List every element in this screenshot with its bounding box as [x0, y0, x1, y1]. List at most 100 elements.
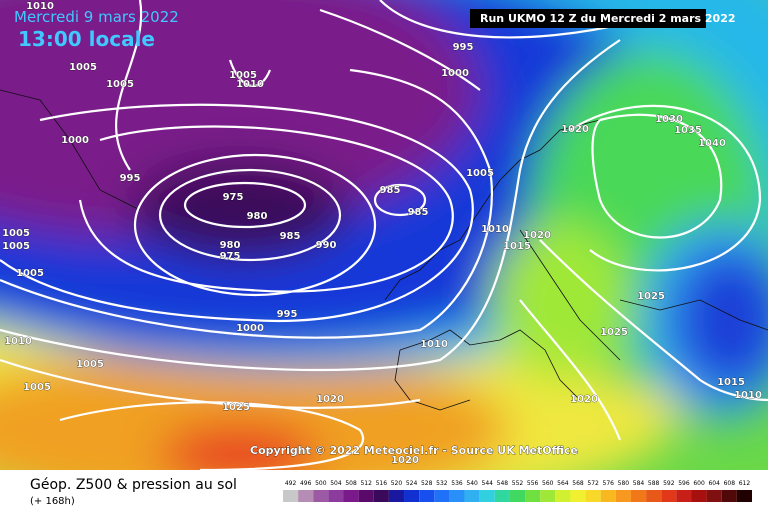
colorbar-label: 552 — [512, 480, 524, 487]
colorbar-swatch — [676, 490, 692, 502]
isobar-label: 1005 — [23, 382, 51, 393]
colorbar-label: 544 — [482, 480, 494, 487]
isobar-label: 1005 — [229, 70, 257, 81]
colorbar-swatch — [434, 490, 450, 502]
isobar-labels: 1010995100010051005100510101000995975980… — [2, 1, 762, 467]
isobar-label: 975 — [220, 251, 241, 262]
isobar-label: 1010 — [236, 79, 264, 90]
colorbar-swatch — [540, 490, 556, 502]
colorbar-swatch — [313, 490, 329, 502]
colorbar-swatch — [449, 490, 465, 502]
colorbar-label: 496 — [300, 480, 312, 487]
isobar-label: 1020 — [523, 230, 551, 241]
isobar-label: 980 — [247, 211, 268, 222]
colorbar-label: 588 — [648, 480, 660, 487]
colorbar-swatch — [343, 490, 359, 502]
run-info: Run UKMO 12 Z du Mercredi 2 mars 2022 — [480, 12, 736, 25]
isobar-label: 995 — [120, 173, 141, 184]
colorbar-label: 540 — [466, 480, 478, 487]
forecast-date: Mercredi 9 mars 2022 — [14, 8, 179, 26]
colorbar-label: 512 — [360, 480, 372, 487]
colorbar-swatch — [661, 490, 677, 502]
colorbar-label: 524 — [406, 480, 418, 487]
colorbar-swatch — [646, 490, 662, 502]
isobar-label: 1020 — [570, 394, 598, 405]
isobar-label: 995 — [277, 309, 298, 320]
colorbar-swatch — [509, 490, 526, 502]
colorbar-swatch — [600, 490, 616, 502]
colorbar-label: 556 — [527, 480, 539, 487]
colorbar-swatch — [706, 490, 722, 502]
colorbar-label: 528 — [421, 480, 433, 487]
colorbar-label: 568 — [572, 480, 584, 487]
isobar-label: 1000 — [61, 135, 89, 146]
isobar-label: 1005 — [2, 241, 30, 252]
colorbar-swatch — [358, 490, 374, 502]
colorbar-label: 604 — [708, 480, 720, 487]
copyright: Copyright © 2022 Meteociel.fr - Source U… — [250, 444, 578, 457]
isobar-label: 980 — [220, 240, 241, 251]
colorbar-label: 504 — [330, 480, 342, 487]
isobar-label: 1005 — [2, 228, 30, 239]
colorbar-swatch — [388, 490, 405, 502]
isobar-label: 1010 — [4, 336, 32, 347]
isobar-label: 1040 — [698, 138, 726, 149]
colorbar-swatch — [464, 490, 480, 502]
colorbar-label: 612 — [739, 480, 751, 487]
isobar-label: 1020 — [316, 394, 344, 405]
colorbar-label: 592 — [663, 480, 675, 487]
colorbar-label: 516 — [376, 480, 388, 487]
colorbar-swatch — [328, 490, 344, 502]
colorbar-label: 580 — [618, 480, 630, 487]
colorbar-label: 576 — [603, 480, 615, 487]
colorbar-label: 584 — [633, 480, 645, 487]
colorbar-label: 564 — [557, 480, 569, 487]
colorbar-swatch — [404, 490, 420, 502]
isobar-label: 1000 — [441, 68, 469, 79]
colorbar-swatch — [494, 490, 510, 502]
isobar-label: 1035 — [674, 125, 702, 136]
colorbar-label: 536 — [451, 480, 463, 487]
isobar-label: 985 — [408, 207, 429, 218]
isobar-label: 1010 — [26, 1, 54, 12]
colorbar-label: 596 — [678, 480, 690, 487]
colorbar-label: 560 — [542, 480, 554, 487]
colorbar-swatch — [298, 490, 314, 502]
colorbar-swatch — [283, 490, 299, 502]
isobar-label: 1025 — [637, 291, 665, 302]
colorbar-swatch — [373, 490, 389, 502]
colorbar-label: 532 — [436, 480, 448, 487]
isobar-label: 1000 — [236, 323, 264, 334]
isobar-label: 990 — [316, 240, 337, 251]
run-box — [470, 9, 706, 28]
colorbar-swatch — [615, 490, 631, 502]
footer-title: Géop. Z500 & pression au sol — [30, 477, 237, 493]
forecast-time: 13:00 locale — [18, 27, 155, 51]
colorbar-label: 548 — [497, 480, 509, 487]
isobar-label: 1005 — [69, 62, 97, 73]
colorbar-label: 520 — [391, 480, 403, 487]
isobar-label: 975 — [223, 192, 244, 203]
colorbar-label: 608 — [724, 480, 736, 487]
isobar-label: 1005 — [106, 79, 134, 90]
isobar-label: 1005 — [466, 168, 494, 179]
footer-subtitle: (+ 168h) — [30, 496, 75, 507]
isobar-label: 995 — [453, 42, 474, 53]
isobar-label: 1025 — [600, 327, 628, 338]
isobar-label: 1020 — [561, 124, 589, 135]
isobar-label: 1005 — [16, 268, 44, 279]
isobar-label: 985 — [380, 185, 401, 196]
colorbar-label: 500 — [315, 480, 327, 487]
colorbar-label: 572 — [587, 480, 599, 487]
colorbar-label: 492 — [285, 480, 297, 487]
isobars — [0, 0, 768, 470]
colorbar-swatch — [721, 490, 737, 502]
colorbar-swatch — [555, 490, 571, 502]
colorbar-swatch — [570, 490, 586, 502]
colorbar-swatch — [691, 490, 707, 502]
